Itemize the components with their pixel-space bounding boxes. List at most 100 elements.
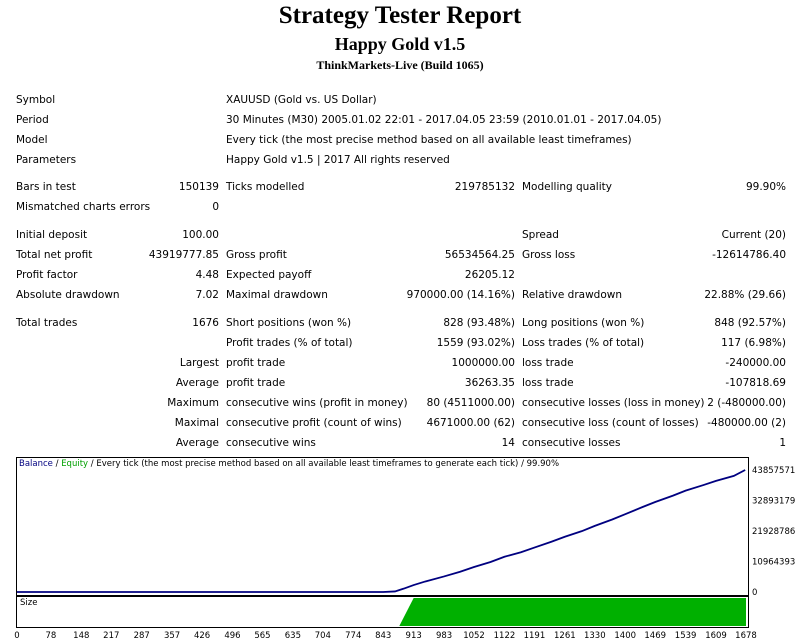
legend-sep: / [52,459,62,469]
x-tick-label: 843 [375,631,391,641]
legend-equity: Equity [61,459,89,469]
gross-loss-value: -12614786.40 [712,249,786,261]
avg-profit-value: 36263.35 [464,377,515,389]
x-tick-label: 913 [406,631,422,641]
chart-legend: Balance / Equity / Every tick (the most … [19,459,559,469]
x-tick-label: 1122 [494,631,516,641]
profit-trades-value: 1559 (93.02%) [436,337,515,349]
quality-label: Modelling quality [522,181,612,193]
max-cons-losses-value: 2 (-480000.00) [707,397,786,409]
spread-label: Spread [522,229,559,241]
abs-drawdown-value: 7.02 [195,289,219,301]
x-tick-label: 1469 [644,631,666,641]
maximal-label: Maximal [174,417,219,429]
x-tick-label: 496 [224,631,240,641]
avg-profit-label: profit trade [226,377,286,389]
x-tick-label: 1539 [675,631,697,641]
net-profit-value: 43919777.85 [148,249,219,261]
x-tick-label: 1330 [584,631,606,641]
size-chart-panel [16,596,749,628]
ticks-value: 219785132 [454,181,515,193]
mismatched-label: Mismatched charts errors [16,201,151,213]
payoff-label: Expected payoff [226,269,312,281]
profit-factor-value: 4.48 [195,269,219,281]
x-tick-label: 1261 [554,631,576,641]
deposit-label: Initial deposit [16,229,88,241]
x-tick-label: 1678 [735,631,757,641]
loss-trades-value: 117 (6.98%) [721,337,786,349]
profit-trades-label: Profit trades (% of total) [226,337,353,349]
y-tick-label: 0 [752,588,757,598]
x-tick-label: 704 [315,631,331,641]
loss-trades-label: Loss trades (% of total) [522,337,645,349]
avg-cons-wins-label: consecutive wins [226,437,316,449]
short-value: 828 (93.48%) [443,317,515,329]
size-label: Size [20,598,38,608]
avg-loss-label: loss trade [522,377,574,389]
largest-profit-label: profit trade [226,357,286,369]
avg-loss-value: -107818.69 [725,377,786,389]
gross-profit-value: 56534564.25 [444,249,515,261]
profit-factor-label: Profit factor [16,269,78,281]
avg-cons-wins-value: 14 [501,437,515,449]
x-tick-label: 774 [345,631,361,641]
y-tick-label: 10964393 [752,558,795,568]
x-tick-label: 217 [103,631,119,641]
server-build: ThinkMarkets-Live (Build 1065) [316,58,484,72]
x-tick-label: 0 [14,631,19,641]
x-tick-label: 1400 [614,631,636,641]
short-label: Short positions (won %) [226,317,352,329]
largest-profit-value: 1000000.00 [451,357,515,369]
y-tick-label: 43857571 [752,466,795,476]
abs-drawdown-label: Absolute drawdown [16,289,120,301]
largest-label: Largest [179,357,219,369]
rel-drawdown-label: Relative drawdown [522,289,623,301]
x-tick-label: 357 [164,631,180,641]
x-tick-label: 78 [45,631,56,641]
x-tick-label: 426 [194,631,210,641]
x-tick-label: 148 [73,631,89,641]
size-bars [399,598,746,626]
avg-cons-losses-label: consecutive losses [522,437,621,449]
average-label: Average [175,377,219,389]
largest-loss-value: -240000.00 [725,357,786,369]
maximal-loss-value: -480000.00 (2) [707,417,786,429]
x-tick-label: 565 [254,631,270,641]
model-label: Model [16,134,48,146]
max-cons-losses-label: consecutive losses (loss in money) [522,397,705,409]
spread-value: Current (20) [721,229,786,241]
long-value: 848 (92.57%) [714,317,786,329]
x-tick-label: 1191 [524,631,546,641]
ticks-label: Ticks modelled [226,181,305,193]
period-label: Period [16,114,49,126]
y-tick-label: 21928786 [752,527,795,537]
max-drawdown-value: 970000.00 (14.16%) [406,289,515,301]
maximum-label: Maximum [167,397,219,409]
x-tick-label: 635 [285,631,301,641]
report-title: Strategy Tester Report [278,2,522,29]
quality-value: 99.90% [745,181,786,193]
symbol-value: XAUUSD (Gold vs. US Dollar) [226,94,377,106]
x-tick-label: 983 [436,631,452,641]
equity-line [17,469,746,593]
y-tick-label: 32893179 [752,497,795,507]
net-profit-label: Total net profit [16,249,93,261]
max-drawdown-label: Maximal drawdown [226,289,328,301]
bars-label: Bars in test [16,181,76,193]
x-tick-label: 1052 [463,631,485,641]
expert-name: Happy Gold v1.5 [334,34,466,54]
long-label: Long positions (won %) [522,317,645,329]
gross-profit-label: Gross profit [226,249,287,261]
average-cons-label: Average [175,437,219,449]
largest-loss-label: loss trade [522,357,574,369]
total-trades-value: 1676 [192,317,219,329]
model-value: Every tick (the most precise method base… [226,134,632,146]
maximal-loss-label: consecutive loss (count of losses) [522,417,699,429]
rel-drawdown-value: 22.88% (29.66) [704,289,786,301]
maximal-profit-label: consecutive profit (count of wins) [226,417,402,429]
parameters-label: Parameters [16,154,77,166]
payoff-value: 26205.12 [464,269,515,281]
parameters-value: Happy Gold v1.5 | 2017 All rights reserv… [226,154,450,166]
total-trades-label: Total trades [16,317,78,329]
